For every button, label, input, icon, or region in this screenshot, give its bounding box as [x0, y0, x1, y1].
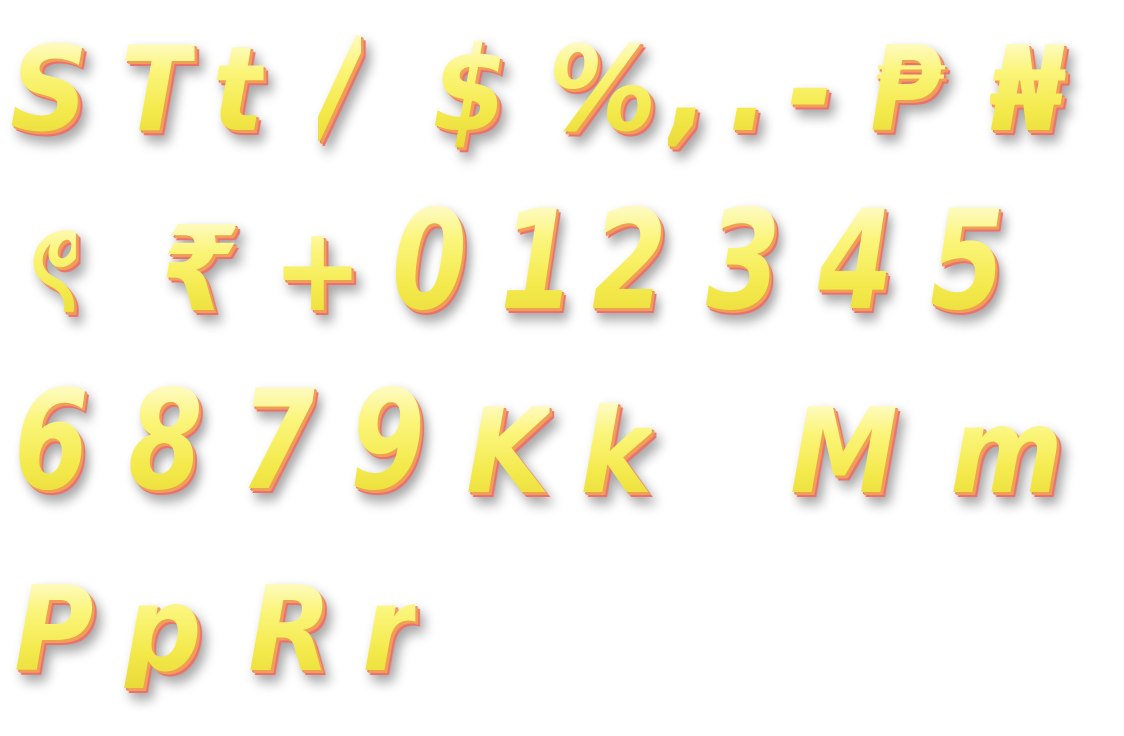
- glyph-row-3: 6 8 7 9 K k M m: [0, 372, 1124, 558]
- glyph: /: [318, 11, 362, 160]
- glyph: 3: [706, 180, 781, 341]
- glyph: 9: [350, 360, 425, 521]
- glyph: 0: [392, 180, 467, 341]
- glyph: 7: [240, 360, 315, 521]
- glyph: M: [790, 382, 899, 520]
- glyph: 2: [592, 180, 667, 341]
- glyph: ₱: [870, 20, 946, 158]
- glyph: 8: [128, 360, 203, 521]
- glyph: t: [212, 20, 264, 158]
- glyph: ,: [668, 20, 710, 158]
- glyph: S: [10, 20, 89, 158]
- glyph-row-4: P p R r: [0, 556, 1124, 736]
- glyph: 4: [818, 180, 893, 341]
- glyph: R: [248, 560, 332, 698]
- glyph: 1: [500, 180, 575, 341]
- glyph-row-2: ৎ ₹ + 0 1 2 3 4 5: [0, 192, 1124, 380]
- glyph: %: [548, 20, 657, 158]
- glyph: ₦: [990, 20, 1066, 158]
- glyph: 6: [14, 360, 89, 521]
- glyph: ৎ: [18, 200, 77, 338]
- glyph-row-1: S T t / $ % , . - ₱ ₦: [0, 22, 1124, 202]
- glyph: k: [580, 382, 653, 520]
- glyph: +: [272, 200, 363, 338]
- glyph: -: [788, 20, 834, 158]
- glyph: .: [728, 20, 770, 158]
- glyph: r: [362, 560, 416, 698]
- glyph: ₹: [160, 200, 236, 338]
- glyph: T: [120, 20, 195, 158]
- glyph: p: [124, 560, 202, 698]
- glyph: P: [14, 560, 94, 698]
- glyph: m: [950, 382, 1064, 520]
- glyph: 5: [930, 180, 1005, 341]
- glyph: K: [466, 382, 551, 520]
- glyph: $: [432, 20, 508, 158]
